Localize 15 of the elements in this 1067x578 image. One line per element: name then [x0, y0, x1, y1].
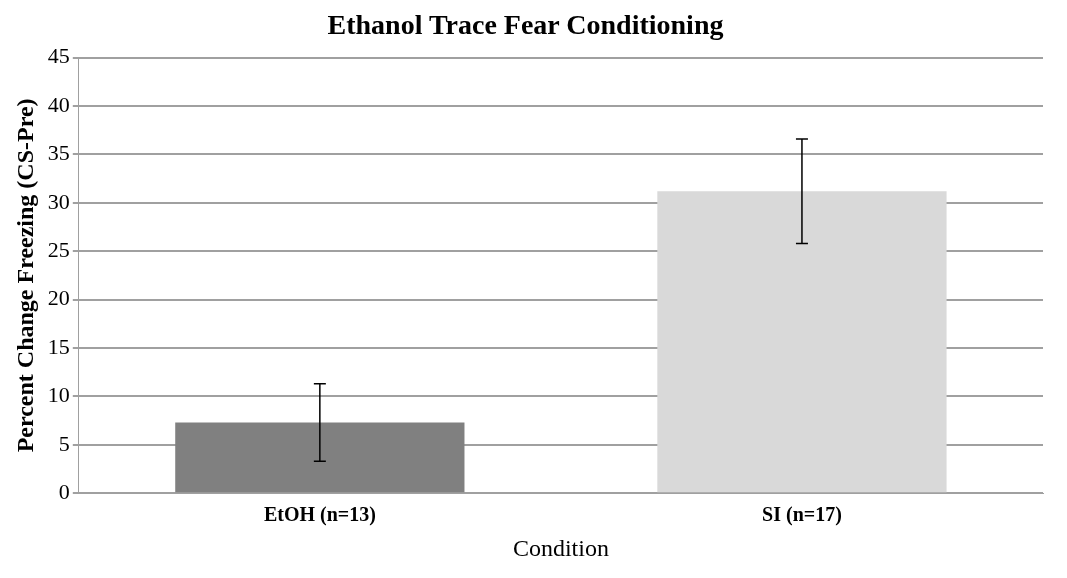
- y-axis-title: Percent Change Freezing (CS-Pre): [11, 98, 38, 453]
- y-tick-label: 15: [47, 333, 70, 359]
- y-tick-label: 10: [47, 382, 70, 408]
- x-tick-label: SI (n=17): [762, 503, 842, 527]
- y-tick-label: 25: [47, 236, 70, 262]
- y-tick-label: 35: [47, 140, 70, 166]
- x-tick-label: EtOH (n=13): [263, 503, 376, 527]
- y-tick-label: 0: [58, 478, 70, 504]
- y-tick-label: 40: [47, 91, 70, 117]
- y-tick-label: 30: [47, 188, 70, 214]
- x-axis-title: Condition: [512, 534, 609, 561]
- y-tick-label: 45: [47, 43, 70, 69]
- y-tick-label: 5: [58, 430, 70, 456]
- chart-title: Ethanol Trace Fear Conditioning: [327, 9, 724, 41]
- y-tick-label: 20: [47, 285, 70, 311]
